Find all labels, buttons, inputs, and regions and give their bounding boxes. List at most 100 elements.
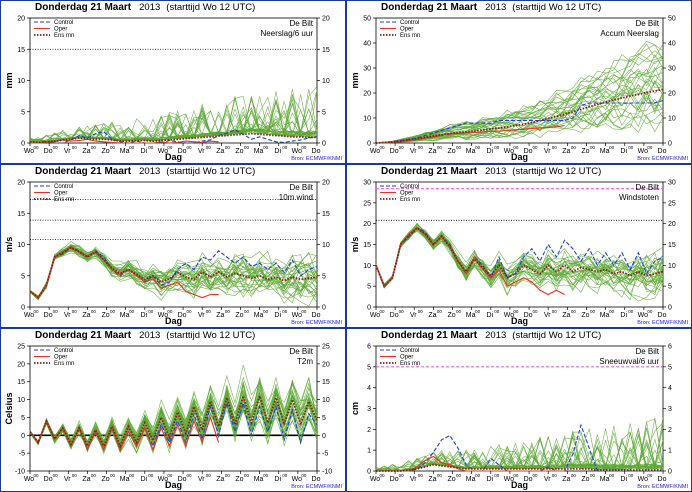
x-day-label: Ma (466, 148, 476, 155)
x-hour-label: 00 (590, 473, 596, 478)
x-hour-label: 00 (33, 309, 39, 314)
legend-label: Oper (54, 355, 67, 361)
x-hour-label: 00 (513, 473, 519, 478)
location-label: De Bilt (635, 347, 659, 356)
x-hour-label: 00 (187, 473, 193, 478)
location-label: De Bilt (289, 183, 313, 192)
series-ens-mn (29, 392, 318, 449)
x-hour-label: 00 (571, 145, 577, 150)
x-day-label: Wo (24, 148, 34, 155)
y-tick-label: 10 (363, 263, 371, 270)
x-hour-label: 00 (628, 145, 634, 150)
x-hour-label: 00 (609, 309, 615, 314)
x-hour-label: 00 (533, 309, 539, 314)
x-hour-label: 00 (475, 145, 481, 150)
x-day-label: Zo (447, 312, 455, 319)
x-day-label: Do (658, 148, 667, 155)
x-hour-label: 00 (206, 309, 212, 314)
x-day-label: Wo (158, 312, 168, 319)
variable-label: Neerslag/6 uur (261, 29, 314, 38)
legend-label: Control (400, 348, 419, 354)
y-tick-label-right: 3 (668, 406, 672, 413)
x-hour-label: 00 (552, 309, 558, 314)
panel-title: Donderdag 21 Maart 2013 (starttijd Wo 12 U… (381, 166, 601, 177)
y-tick-label-right: 50 (668, 16, 676, 23)
y-tick-label: 20 (363, 221, 371, 228)
x-day-label: Za (216, 148, 224, 155)
ensemble-member-line (29, 244, 318, 304)
x-hour-label: 00 (628, 473, 634, 478)
legend-label: Ens mn (400, 197, 420, 203)
y-tick-label: 10 (17, 397, 25, 404)
x-day-label: Zo (235, 312, 243, 319)
x-day-label: Vr (198, 476, 205, 483)
x-hour-label: 00 (206, 473, 212, 478)
x-hour-label: 00 (244, 145, 250, 150)
ensemble-member-line (29, 252, 318, 299)
x-hour-label: 00 (552, 145, 558, 150)
x-day-label: Di (486, 148, 493, 155)
x-hour-label: 00 (110, 145, 116, 150)
x-day-label: Za (562, 148, 570, 155)
y-tick-label: 50 (363, 16, 371, 23)
y-tick-label: 20 (17, 361, 25, 368)
y-tick-label: 25 (17, 344, 25, 351)
legend-label: Oper (400, 191, 413, 197)
y-tick-label-right: 0 (322, 433, 326, 440)
legend-label: Oper (400, 355, 413, 361)
x-hour-label: 00 (225, 473, 231, 478)
x-hour-label: 00 (225, 309, 231, 314)
x-hour-label: 00 (225, 145, 231, 150)
legend-label: Oper (400, 27, 413, 33)
x-day-label: Ma (120, 312, 130, 319)
ensemble-member-line (375, 41, 664, 144)
x-day-label: Ma (120, 476, 130, 483)
y-tick-label: -10 (15, 469, 25, 476)
x-day-label: Do (524, 476, 533, 483)
ensemble-member-line (375, 231, 664, 288)
y-tick-label-right: 1 (668, 448, 672, 455)
y-axis-label: Celsius (4, 392, 14, 424)
x-day-label: Za (428, 312, 436, 319)
x-hour-label: 00 (437, 145, 443, 150)
x-hour-label: 00 (456, 309, 462, 314)
y-tick-label-right: 20 (322, 180, 330, 187)
x-hour-label: 00 (110, 309, 116, 314)
x-hour-label: 00 (263, 309, 269, 314)
x-day-label: Ma (466, 312, 476, 319)
x-day-label: Di (620, 148, 627, 155)
series-oper (376, 124, 565, 144)
series-control (376, 99, 664, 144)
x-hour-label: 00 (418, 145, 424, 150)
ensemble-member-line (375, 228, 664, 294)
y-tick-label: 15 (363, 242, 371, 249)
x-hour-label: 00 (533, 145, 539, 150)
x-hour-label: 00 (647, 473, 653, 478)
x-hour-label: 00 (206, 145, 212, 150)
ensemble-member-line (29, 244, 318, 299)
y-tick-label-right: 6 (668, 344, 672, 351)
ensemble-member-line (29, 244, 318, 299)
x-day-label: Di (274, 476, 281, 483)
x-day-label: Wo (292, 476, 302, 483)
x-day-label: Vr (198, 312, 205, 319)
y-tick-label-right: 5 (322, 109, 326, 116)
x-day-label: Wo (638, 312, 648, 319)
x-day-label: Za (216, 312, 224, 319)
x-hour-label: 00 (399, 309, 405, 314)
x-day-label: Vr (410, 476, 417, 483)
ensemble-member-line (29, 94, 318, 143)
y-tick-label: 15 (17, 379, 25, 386)
x-day-label: Ma (254, 148, 264, 155)
legend-label: Control (400, 184, 419, 190)
x-day-label: Ma (254, 312, 264, 319)
x-hour-label: 00 (437, 473, 443, 478)
y-tick-label: 20 (17, 16, 25, 23)
x-day-label: Vr (64, 312, 71, 319)
x-day-label: Wo (638, 148, 648, 155)
source-label: Bron: ECMWF/KNMI (637, 484, 688, 490)
legend-label: Ens mn (54, 33, 74, 39)
ensemble-member-line (375, 227, 664, 287)
x-day-label: Za (82, 148, 90, 155)
x-day-label: Vr (544, 312, 551, 319)
